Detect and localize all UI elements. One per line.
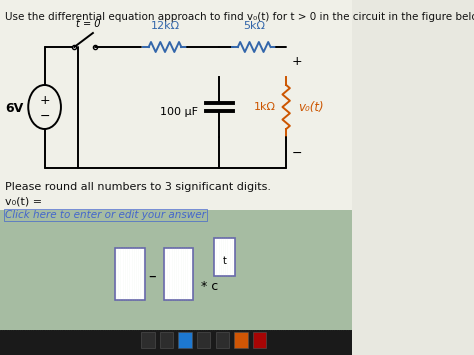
Bar: [216, 332, 229, 348]
FancyBboxPatch shape: [0, 0, 352, 210]
Bar: [0, 330, 352, 355]
Text: 5kΩ: 5kΩ: [243, 21, 265, 31]
Text: 12kΩ: 12kΩ: [150, 21, 180, 31]
Bar: [214, 238, 235, 276]
Text: Click here to enter or edit your answer: Click here to enter or edit your answer: [5, 210, 206, 220]
Bar: [141, 332, 155, 348]
Text: +: +: [39, 93, 50, 106]
Text: 1kΩ: 1kΩ: [254, 102, 276, 112]
Text: v₀(t): v₀(t): [298, 100, 324, 114]
Text: Use the differential equation approach to find v₀(t) for t > 0 in the circuit in: Use the differential equation approach t…: [5, 12, 474, 22]
Text: t: t: [222, 256, 227, 266]
Text: +: +: [292, 55, 303, 68]
Text: Please round all numbers to 3 significant digits.: Please round all numbers to 3 significan…: [5, 182, 271, 192]
Text: 100 μF: 100 μF: [160, 107, 199, 117]
Bar: [234, 332, 247, 348]
Text: 6V: 6V: [6, 103, 24, 115]
Bar: [178, 332, 192, 348]
Bar: [115, 248, 145, 300]
Text: −: −: [292, 147, 302, 160]
Bar: [253, 332, 266, 348]
Text: –: –: [148, 268, 156, 284]
Bar: [160, 332, 173, 348]
Text: v₀(t) =: v₀(t) =: [5, 196, 42, 206]
Text: * c: * c: [201, 279, 218, 293]
Text: −: −: [39, 109, 50, 122]
FancyBboxPatch shape: [0, 210, 352, 355]
Text: t = 0: t = 0: [76, 19, 100, 29]
Bar: [197, 332, 210, 348]
Bar: [164, 248, 193, 300]
